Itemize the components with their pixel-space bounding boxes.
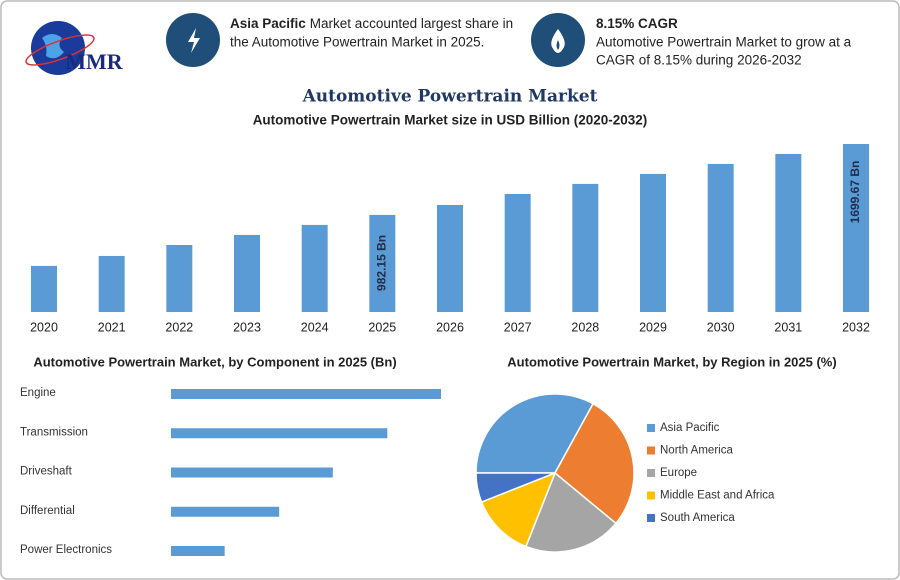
legend-swatch	[647, 446, 655, 455]
data-label: 1699.67 Bn	[848, 161, 862, 224]
bar	[171, 428, 388, 439]
logo-land	[42, 34, 64, 59]
x-tick-label: 2028	[571, 320, 599, 334]
info-line: Market accounted largest share in	[310, 16, 513, 31]
legend-label: Middle East and Africa	[660, 490, 775, 502]
category-label: Driveshaft	[20, 466, 73, 478]
logo-orbit	[25, 34, 95, 66]
bar	[572, 183, 599, 312]
legend-label: South America	[660, 512, 735, 524]
legend-swatch	[647, 469, 655, 477]
bar	[234, 235, 260, 312]
data-label: 982.15 Bn	[375, 235, 389, 291]
bar	[775, 153, 802, 312]
legend-swatch	[647, 491, 655, 500]
bolt-icon	[188, 28, 200, 53]
x-tick-label: 2025	[368, 320, 396, 334]
x-tick-label: 2032	[842, 320, 870, 334]
pie-slice	[524, 471, 617, 553]
x-tick-label: 2031	[774, 320, 802, 334]
bar	[437, 204, 463, 312]
legend-swatch	[647, 424, 655, 432]
bar	[171, 389, 441, 399]
bar	[171, 546, 225, 556]
info-bold: Asia Pacific	[230, 16, 306, 31]
bar	[301, 224, 328, 312]
bar	[504, 193, 531, 312]
info-text: Asia Pacific Market accounted largest sha…	[230, 16, 513, 31]
x-tick-label: 2022	[165, 320, 193, 334]
bar	[98, 255, 125, 312]
bar	[843, 144, 869, 312]
x-tick-label: 2023	[233, 320, 261, 334]
info-text: 8.15% CAGR	[596, 16, 678, 31]
bar	[166, 244, 193, 312]
bar	[369, 214, 396, 312]
pie-slice	[554, 402, 635, 525]
info-line: Automotive Powertrain Market to grow at …	[596, 35, 852, 50]
chart-title: Automotive Powertrain Market	[302, 87, 598, 107]
pie-slice	[475, 472, 556, 504]
x-tick-label: 2026	[436, 320, 464, 334]
category-label: Transmission	[20, 426, 88, 438]
info-line: CAGR of 8.15% during 2026-2032	[596, 53, 802, 68]
category-label: Engine	[20, 387, 56, 399]
info-bold: 8.15% CAGR	[596, 16, 678, 31]
logo-text: MMR	[65, 49, 124, 74]
x-tick-label: 2029	[639, 320, 667, 334]
chart-title: Automotive Powertrain Market, by Region …	[507, 354, 836, 369]
pie-slice	[475, 393, 595, 474]
legend-label: Asia Pacific	[660, 422, 720, 434]
bar	[707, 163, 734, 312]
logo: MMR	[25, 21, 124, 75]
x-tick-label: 2030	[707, 320, 735, 334]
legend-swatch	[647, 514, 655, 522]
bar	[640, 173, 666, 312]
x-tick-label: 2020	[30, 320, 58, 334]
category-label: Differential	[20, 505, 75, 517]
chart-subtitle: Automotive Powertrain Market size in USD…	[253, 113, 648, 128]
legend-label: North America	[660, 445, 733, 457]
chart-title: Automotive Powertrain Market, by Compone…	[33, 354, 396, 369]
x-tick-label: 2021	[98, 320, 126, 334]
x-tick-label: 2027	[504, 320, 532, 334]
category-label: Power Electronics	[20, 544, 112, 556]
bar	[171, 506, 280, 517]
pie-slice	[480, 471, 557, 548]
legend-label: Europe	[660, 467, 697, 479]
bar	[171, 467, 333, 478]
bar	[31, 265, 57, 312]
info-line: the Automotive Powertrain Market in 2025…	[230, 35, 484, 50]
drop-icon	[551, 29, 565, 53]
x-tick-label: 2024	[301, 320, 329, 334]
